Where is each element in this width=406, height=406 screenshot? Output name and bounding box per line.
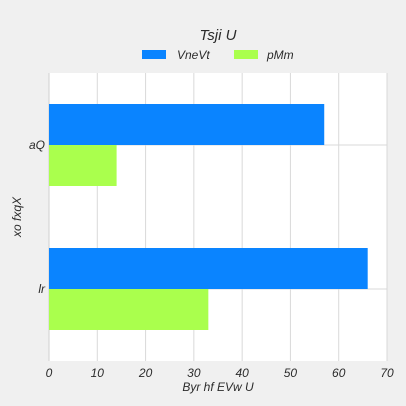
legend-label-series-1: VneVt: [177, 48, 210, 62]
x-axis-ticks: 0 10 20 30 40 50 60 70: [46, 366, 394, 380]
x-tick-label: 0: [46, 366, 53, 380]
y-tick-label: aQ: [29, 138, 45, 152]
bar-VneVt-lr: [49, 248, 368, 289]
chart-title: Tsji U: [200, 27, 237, 44]
x-axis-label: Byr hf EVw U: [182, 380, 254, 394]
x-tick-label: 60: [332, 366, 346, 380]
x-tick-label: 70: [380, 366, 394, 380]
y-axis-ticks: aQ lr: [29, 138, 46, 296]
x-tick-label: 20: [138, 366, 153, 380]
y-axis-label: xo fxqX: [10, 196, 24, 238]
bars: [49, 104, 368, 330]
legend-swatch-series-2: [234, 50, 258, 59]
bar-pMm-aQ: [49, 145, 117, 186]
legend-label-series-2: pMm: [266, 48, 294, 62]
x-tick-label: 40: [235, 366, 249, 380]
legend-swatch-series-1: [142, 50, 166, 59]
x-tick-label: 10: [91, 366, 105, 380]
y-tick-label: lr: [38, 282, 46, 296]
bar-pMm-lr: [49, 289, 209, 330]
legend: VneVt pMm: [142, 48, 294, 62]
x-tick-label: 50: [284, 366, 298, 380]
bar-VneVt-aQ: [49, 104, 325, 145]
x-tick-label: 30: [187, 366, 201, 380]
